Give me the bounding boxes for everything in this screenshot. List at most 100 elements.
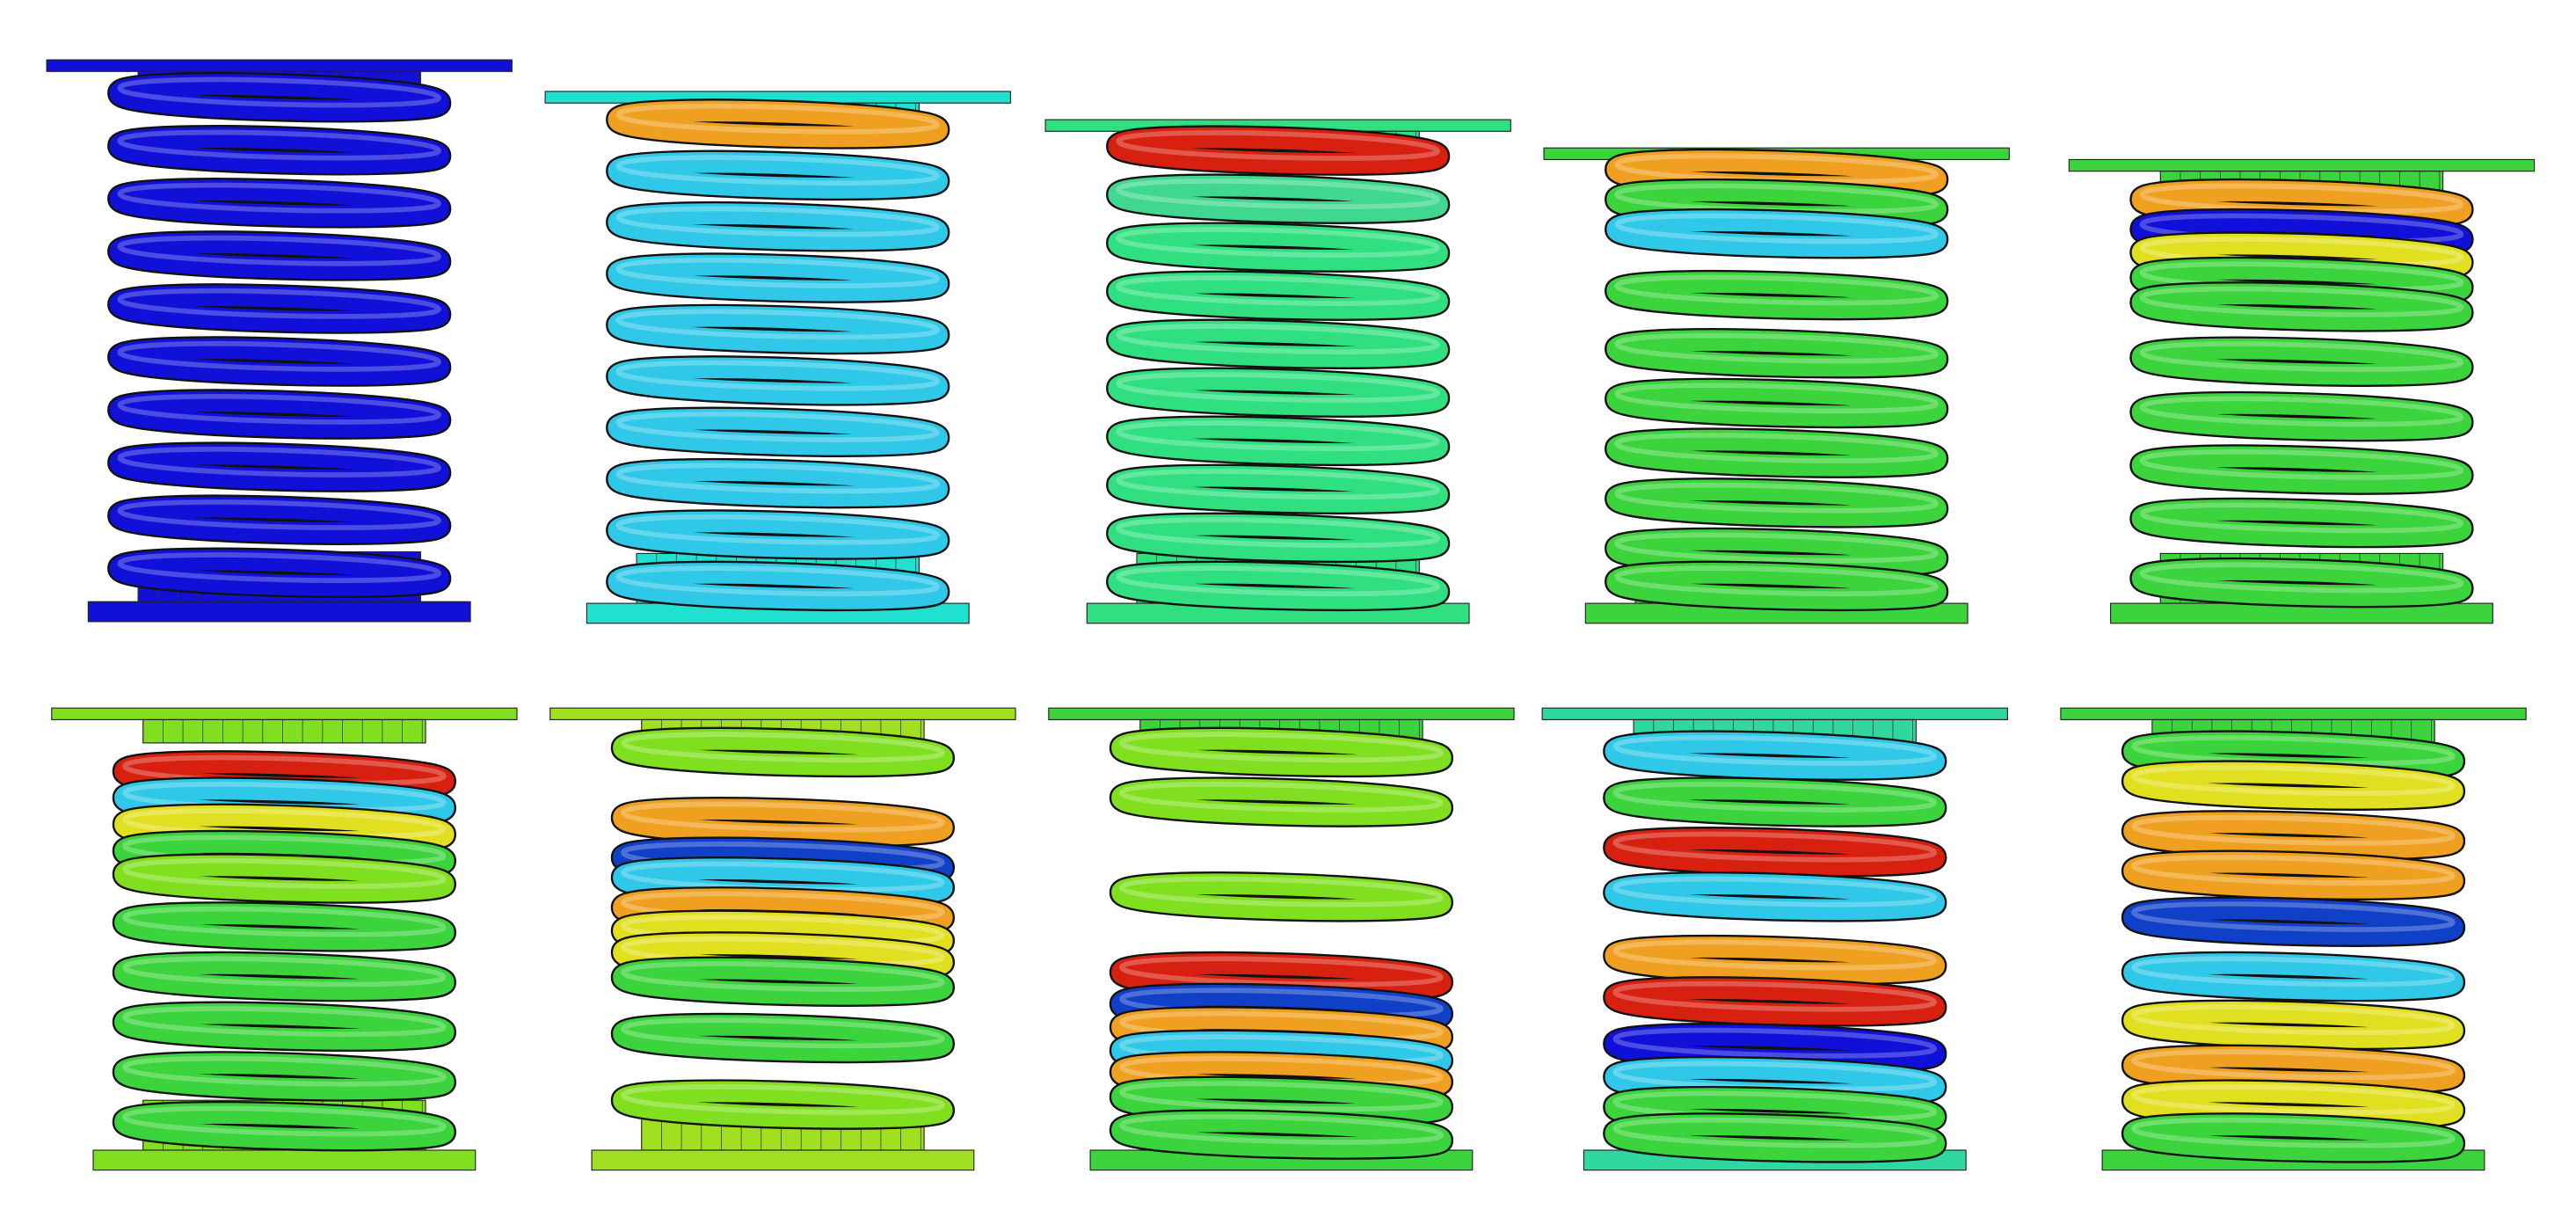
spring-panel (1048, 707, 1515, 1171)
coil (1606, 479, 1947, 527)
coil-highlight (621, 1084, 945, 1115)
coil-highlight (2131, 901, 2456, 932)
spring-panel (2068, 158, 2536, 624)
coil (608, 408, 949, 456)
coil-highlight (2131, 1117, 2456, 1148)
coil (1605, 1114, 1946, 1162)
coil (2123, 851, 2463, 899)
coil-highlight (621, 861, 945, 893)
coil (2131, 283, 2472, 331)
coil-highlight (117, 499, 441, 530)
coil (109, 496, 449, 543)
coil (114, 855, 455, 902)
coil (2123, 762, 2463, 809)
coil (1108, 514, 1448, 561)
spring-panel (1541, 707, 2008, 1171)
coil-highlight (615, 258, 941, 288)
coil-highlight (1116, 275, 1440, 306)
coil-highlight (1614, 183, 1939, 215)
top-plate (2068, 158, 2536, 172)
coil (1606, 330, 1947, 377)
coil (1111, 729, 1452, 776)
coil (608, 254, 949, 302)
coil-highlight (1614, 482, 1939, 514)
coil (109, 232, 449, 280)
coil-highlight (117, 77, 441, 108)
coil (613, 1081, 953, 1128)
coil-highlight (621, 1017, 945, 1049)
coil-highlight (117, 340, 441, 372)
coil-highlight (1116, 469, 1440, 500)
coil-highlight (1119, 956, 1444, 988)
coil (1108, 368, 1448, 416)
coil-highlight (122, 858, 447, 889)
coil-highlight (2139, 396, 2464, 427)
coil-highlight (2131, 855, 2456, 886)
coil-highlight (1614, 332, 1939, 364)
coil-highlight (2139, 502, 2464, 534)
coil (1606, 210, 1947, 258)
coil (109, 127, 449, 174)
coil (2131, 559, 2472, 606)
coil (2131, 338, 2472, 385)
coil-highlight (615, 103, 941, 135)
coil (608, 563, 949, 609)
coil-highlight (1116, 565, 1440, 597)
coil (613, 1015, 953, 1061)
coil (608, 203, 949, 251)
coil-highlight (1116, 324, 1440, 354)
spring-panel (51, 707, 518, 1171)
coil-highlight (2139, 286, 2464, 317)
coil-highlight (1116, 179, 1440, 209)
coil (1108, 175, 1448, 222)
coil (1606, 429, 1947, 477)
coil-highlight (2131, 814, 2456, 846)
coil (114, 903, 455, 951)
coil-highlight (2139, 562, 2464, 594)
coil-highlight (2139, 449, 2464, 480)
bottom-plate (87, 601, 471, 623)
coil-highlight (1119, 782, 1444, 813)
coil (1111, 1111, 1452, 1158)
coil-highlight (615, 463, 941, 494)
coil-highlight (1116, 227, 1440, 258)
coil-highlight (621, 961, 945, 992)
coil (114, 953, 455, 1000)
coil-highlight (117, 129, 441, 161)
coil-highlight (1614, 565, 1939, 597)
coil-highlight (621, 801, 945, 833)
coil (1605, 873, 1946, 921)
coil (608, 306, 949, 353)
coil (608, 460, 949, 507)
coil-highlight (122, 1055, 447, 1087)
coil (2123, 1046, 2463, 1093)
coil (109, 338, 449, 385)
coil (1606, 272, 1947, 318)
coil-highlight (1116, 517, 1440, 549)
coil-highlight (2139, 183, 2464, 215)
coil (109, 549, 449, 596)
coil-highlight (1612, 1061, 1938, 1092)
top-plate (2060, 707, 2527, 720)
coil (2131, 446, 2472, 493)
coil (2123, 898, 2463, 945)
coil-highlight (122, 1006, 447, 1037)
coil (608, 151, 949, 199)
coil (1605, 828, 1946, 876)
coil-highlight (2131, 1084, 2456, 1115)
coil (109, 74, 449, 121)
coil (2123, 1002, 2463, 1048)
coil-highlight (117, 235, 441, 266)
coil (109, 285, 449, 332)
coil-highlight (1119, 732, 1444, 763)
coil-highlight (2131, 735, 2456, 766)
spring-panel (549, 707, 1016, 1171)
coil (114, 1053, 455, 1100)
coil (2123, 953, 2463, 1000)
coil-highlight (122, 956, 447, 988)
coil-highlight (1116, 372, 1440, 403)
coil (2123, 1114, 2463, 1162)
coil (613, 729, 953, 776)
coil (109, 179, 449, 227)
